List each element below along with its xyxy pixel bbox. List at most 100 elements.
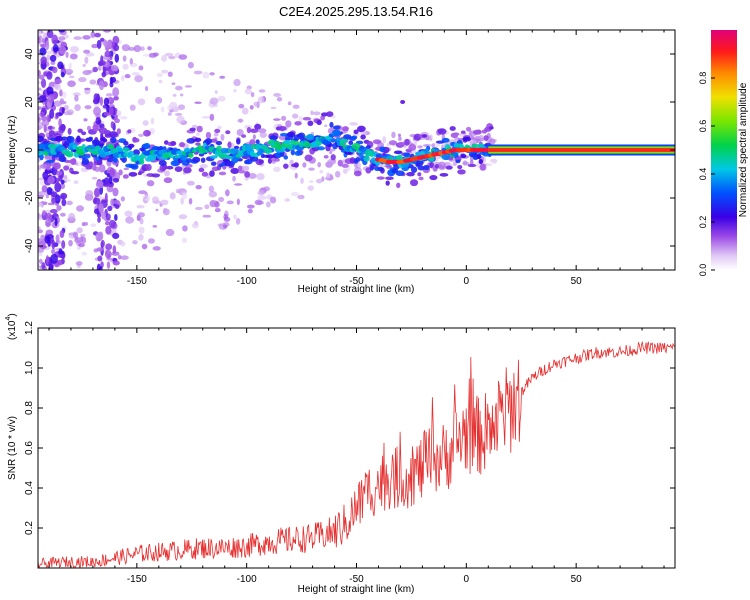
- snr-scale-exponent: 4: [5, 317, 12, 321]
- spectrogram-noise-blob: [213, 132, 219, 137]
- spectrogram-ridge-blob: [265, 154, 275, 159]
- spectrogram-ridge-blob: [375, 153, 383, 159]
- spectrogram-ridge-blob: [205, 131, 212, 139]
- spectrogram-noise-blob: [209, 97, 219, 105]
- spectrogram-noise-blob: [82, 35, 91, 40]
- y-tick-label: 20: [24, 96, 35, 108]
- spectrogram-ridge-blob: [306, 133, 315, 141]
- colorbar-tick-label: 0.8: [698, 72, 708, 85]
- spectrogram-band-blob: [51, 34, 59, 45]
- spectrogram-noise-blob: [398, 136, 402, 142]
- spectrogram-ridge-blob: [441, 153, 450, 161]
- spectrogram-noise-blob: [156, 72, 163, 78]
- x-tick-label: -150: [127, 276, 147, 287]
- spectrogram-ridge-blob: [110, 137, 117, 144]
- snr-scale-base: (x10: [7, 320, 18, 340]
- spectrogram-noise-blob: [164, 52, 174, 57]
- spectrogram-noise-blob: [91, 176, 98, 180]
- spectrogram-noise-blob: [257, 190, 265, 196]
- spectrogram-ridge-blob: [254, 123, 262, 130]
- spectrogram-noise-blob: [391, 131, 396, 139]
- spectrogram-noise-blob: [236, 128, 244, 137]
- spectrogram-noise-blob: [223, 216, 231, 222]
- spectrogram-ridge-blob: [54, 135, 64, 142]
- spectrogram-ridge-blob: [277, 125, 287, 131]
- spectrogram-ridge-blob: [128, 150, 135, 158]
- spectrogram-band-blob: [92, 197, 101, 205]
- spectrogram-band-blob: [112, 35, 120, 45]
- spectrogram-noise-blob: [273, 166, 281, 173]
- spectrogram-noise-blob: [72, 92, 81, 97]
- spectrogram-band-blob: [103, 111, 110, 116]
- spectrogram-noise-blob: [167, 112, 172, 116]
- spectrogram-ridge-blob: [455, 159, 461, 164]
- spectrogram-ridge-blob: [179, 142, 186, 148]
- spectrogram-ridge-blob: [214, 128, 221, 134]
- spectrogram-noise-blob: [138, 226, 145, 234]
- spectrogram-band-blob: [52, 43, 59, 53]
- spectrogram-noise-blob: [161, 69, 169, 74]
- spectrogram-noise-blob: [79, 233, 86, 237]
- spectrogram-noise-blob: [199, 163, 208, 169]
- spectrogram-noise-blob: [53, 100, 62, 107]
- spectrogram-noise-blob: [67, 80, 76, 88]
- spectrogram-noise-blob: [397, 133, 401, 138]
- spectrogram-ridge-blob: [404, 138, 410, 146]
- spectrogram-noise-blob: [146, 180, 155, 187]
- spectrogram-band-blob: [95, 232, 102, 242]
- spectrogram-noise-blob: [65, 51, 69, 58]
- spectrogram-ridge-blob: [460, 153, 467, 159]
- spectrogram-noise-blob: [254, 199, 263, 206]
- spectrogram-band-blob: [54, 218, 58, 226]
- spectrogram-noise-blob: [181, 192, 188, 200]
- spectrogram-noise-blob: [209, 72, 215, 76]
- snr-background: [38, 328, 675, 568]
- spectrogram-ridge-blob: [385, 180, 390, 186]
- x-tick-label: -100: [237, 276, 257, 287]
- spectrogram-band-blob: [59, 230, 65, 238]
- spectrogram-noise-blob: [145, 86, 149, 92]
- spectrogram-noise-blob: [214, 90, 218, 94]
- spectrogram-noise-blob: [285, 120, 292, 128]
- spectrogram-noise-blob: [315, 178, 323, 184]
- spectrogram-ridge-blob: [410, 166, 418, 173]
- spectrogram-ridge-blob: [303, 140, 311, 149]
- x-tick-label: 50: [571, 276, 583, 287]
- spectrogram-ridge-blob: [377, 166, 384, 172]
- spectrogram-noise-blob: [164, 170, 171, 177]
- spectrogram-ridge-blob: [439, 172, 449, 177]
- spectrogram-noise-blob: [68, 239, 73, 247]
- spectrogram-band-blob: [108, 106, 114, 116]
- spectrogram-band-blob: [54, 78, 62, 84]
- spectrogram-noise-blob: [329, 151, 333, 155]
- spectrogram-noise-blob: [258, 128, 267, 134]
- spectrogram-noise-blob: [253, 101, 260, 107]
- spectrogram-band-blob: [107, 205, 113, 212]
- spectrogram-noise-blob: [161, 54, 168, 62]
- spectrogram-ridge-blob: [188, 152, 194, 158]
- spectrogram-noise-blob: [309, 180, 314, 183]
- spectrogram-ridge-blob: [359, 152, 364, 158]
- spectrogram-ridge-blob: [423, 164, 430, 171]
- spectrogram-noise-blob: [83, 49, 91, 54]
- spectrogram-ridge-blob: [376, 176, 385, 180]
- spectrogram-ridge-blob: [218, 171, 227, 176]
- spectrogram-band-blob: [45, 255, 49, 265]
- spectrogram-ridge-blob: [169, 154, 175, 159]
- spectrogram-ridge-blob: [128, 171, 138, 177]
- spectrogram-band-blob: [61, 107, 65, 114]
- y-tick-label: 0.8: [24, 401, 35, 415]
- spectrogram-noise-blob: [257, 195, 267, 200]
- spectrogram-ridge-blob: [316, 146, 326, 151]
- spectrogram-ridge-blob: [267, 157, 273, 164]
- spectrogram-noise-blob: [222, 224, 228, 229]
- spectrogram-ridge-blob: [106, 157, 114, 163]
- spectrogram-panel: -150 -100 -50 0 50 -40 -20 0 20 40 Height of str…: [7, 29, 676, 295]
- spectrogram-ridge-blob: [465, 126, 472, 132]
- spectrogram-noise-blob: [175, 85, 183, 91]
- y-tick-label: 1.0: [24, 361, 35, 375]
- spectrogram-band-blob: [45, 218, 52, 228]
- colorbar-tick-label: 0.2: [698, 216, 708, 229]
- spectrogram-noise-blob: [50, 60, 56, 66]
- spectrogram-noise-blob: [180, 197, 184, 205]
